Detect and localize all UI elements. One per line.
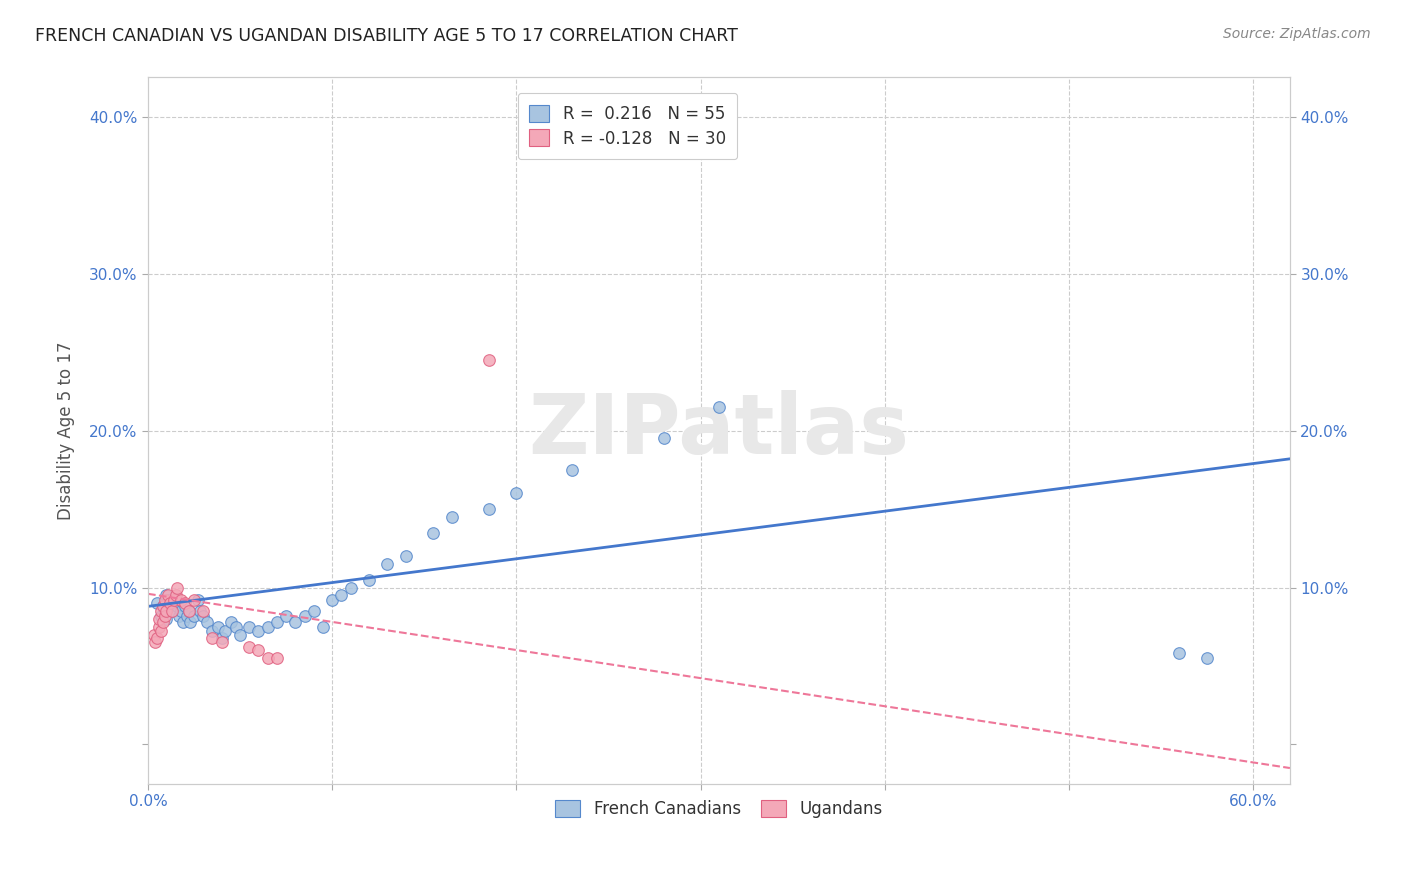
Point — [294, 608, 316, 623]
Point — [440, 509, 463, 524]
Point — [256, 620, 278, 634]
Point — [170, 604, 193, 618]
Point — [247, 643, 270, 657]
Point — [149, 608, 172, 623]
Point — [148, 620, 170, 634]
Point — [238, 620, 260, 634]
Point — [177, 604, 200, 618]
Text: Source: ZipAtlas.com: Source: ZipAtlas.com — [1223, 27, 1371, 41]
Point — [166, 581, 188, 595]
Point — [312, 620, 335, 634]
Point — [149, 604, 172, 618]
Text: FRENCH CANADIAN VS UGANDAN DISABILITY AGE 5 TO 17 CORRELATION CHART: FRENCH CANADIAN VS UGANDAN DISABILITY AG… — [35, 27, 738, 45]
Point — [395, 549, 418, 563]
Point — [339, 581, 361, 595]
Point — [188, 604, 211, 618]
Point — [225, 620, 247, 634]
Point — [172, 615, 194, 629]
Point — [160, 604, 183, 618]
Point — [155, 612, 177, 626]
Point — [478, 502, 501, 516]
Point — [229, 627, 252, 641]
Point — [219, 615, 242, 629]
Point — [247, 624, 270, 639]
Point — [211, 631, 233, 645]
Point — [652, 432, 675, 446]
Point — [214, 624, 236, 639]
Point — [193, 608, 215, 623]
Point — [207, 620, 229, 634]
Y-axis label: Disability Age 5 to 17: Disability Age 5 to 17 — [58, 342, 75, 520]
Point — [357, 573, 380, 587]
Point — [142, 627, 165, 641]
Point — [157, 593, 180, 607]
Point — [165, 588, 187, 602]
Point — [266, 615, 288, 629]
Point — [157, 588, 180, 602]
Point — [1168, 647, 1191, 661]
Point — [153, 593, 176, 607]
Point — [159, 599, 181, 614]
Point — [179, 615, 201, 629]
Point — [173, 599, 195, 614]
Point — [155, 588, 177, 602]
Point — [155, 604, 177, 618]
Point — [187, 593, 209, 607]
Point — [1195, 651, 1218, 665]
Point — [211, 635, 233, 649]
Point — [266, 651, 288, 665]
Point — [201, 624, 224, 639]
Point — [195, 615, 218, 629]
Text: ZIPatlas: ZIPatlas — [529, 390, 910, 471]
Point — [505, 486, 527, 500]
Point — [146, 596, 169, 610]
Point — [152, 615, 174, 629]
Point — [176, 608, 198, 623]
Point — [274, 608, 297, 623]
Point — [330, 588, 353, 602]
Point — [143, 635, 166, 649]
Point — [302, 604, 325, 618]
Point — [478, 353, 501, 368]
Point — [169, 608, 191, 623]
Point — [152, 599, 174, 614]
Point — [153, 608, 176, 623]
Point — [561, 463, 583, 477]
Point — [170, 593, 193, 607]
Point — [183, 593, 205, 607]
Point — [377, 557, 399, 571]
Point — [422, 525, 444, 540]
Point — [183, 608, 205, 623]
Point — [165, 593, 187, 607]
Point — [149, 624, 172, 639]
Point — [146, 631, 169, 645]
Point — [173, 596, 195, 610]
Point — [256, 651, 278, 665]
Point — [707, 400, 730, 414]
Point — [152, 599, 174, 614]
Point — [193, 604, 215, 618]
Point — [166, 599, 188, 614]
Point — [159, 596, 181, 610]
Point — [238, 640, 260, 655]
Point — [177, 604, 200, 618]
Point — [160, 604, 183, 618]
Point — [284, 615, 307, 629]
Point — [201, 631, 224, 645]
Point — [153, 604, 176, 618]
Point — [321, 593, 343, 607]
Point — [163, 596, 186, 610]
Point — [148, 612, 170, 626]
Legend: French Canadians, Ugandans: French Canadians, Ugandans — [548, 793, 889, 825]
Point — [163, 593, 186, 607]
